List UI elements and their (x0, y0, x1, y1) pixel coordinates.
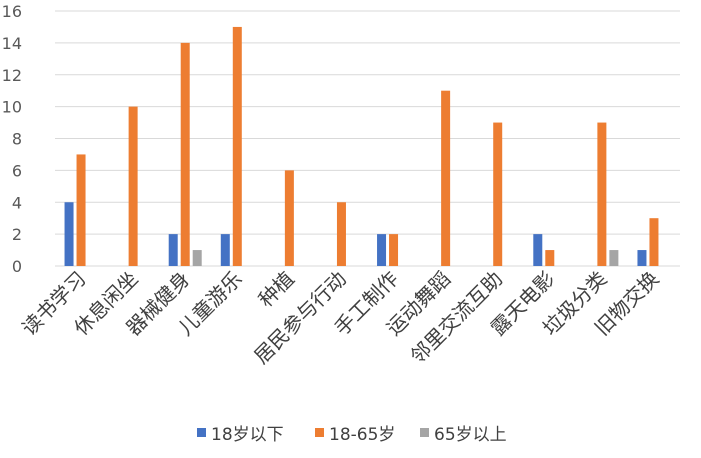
y-tick-label: 8 (12, 130, 22, 149)
bar-65岁以上-垃圾分类 (609, 250, 619, 266)
x-category-label: 种植 (254, 267, 299, 312)
y-tick-label: 0 (12, 257, 22, 276)
y-tick-label: 12 (2, 66, 22, 85)
bar-18-65岁-露天电影 (545, 250, 555, 266)
y-tick-label: 10 (2, 98, 22, 117)
y-tick-label: 4 (12, 193, 22, 212)
legend-label-0: 18岁以下 (211, 425, 284, 445)
bar-18岁以下-儿童游乐 (220, 234, 230, 266)
bar-18-65岁-休息闲坐 (128, 106, 138, 266)
bar-18-65岁-种植 (284, 170, 294, 266)
y-tick-label: 16 (2, 2, 22, 21)
bar-18-65岁-运动舞蹈 (441, 90, 451, 266)
legend: 18岁以下 18-65岁 65岁以上 (197, 425, 507, 445)
bar-18岁以下-手工制作 (377, 234, 387, 266)
legend-label-1: 18-65岁 (329, 425, 395, 445)
bar-18岁以下-旧物交换 (637, 250, 647, 266)
bar-65岁以上-器械健身 (192, 250, 202, 266)
bar-18岁以下-露天电影 (533, 234, 543, 266)
y-tick-label: 6 (12, 161, 22, 180)
y-tick-label: 2 (12, 225, 22, 244)
bar-18岁以下-器械健身 (168, 234, 178, 266)
y-axis-ticks: 0 2 4 6 8 10 12 14 16 (2, 2, 22, 276)
bar-18-65岁-邻里交流互助 (493, 122, 503, 266)
bar-18-65岁-垃圾分类 (597, 122, 607, 266)
bar-18-65岁-儿童游乐 (232, 26, 242, 266)
legend-swatch-0 (197, 428, 206, 437)
bar-18-65岁-手工制作 (389, 234, 399, 266)
legend-swatch-2 (420, 428, 429, 437)
legend-swatch-1 (315, 428, 324, 437)
gridlines (55, 10, 680, 267)
legend-label-2: 65岁以上 (434, 425, 507, 445)
bar-18-65岁-旧物交换 (649, 218, 659, 266)
bar-18-65岁-读书学习 (76, 154, 86, 266)
y-tick-label: 14 (2, 34, 22, 53)
bar-18岁以下-读书学习 (64, 202, 74, 266)
bar-18-65岁-器械健身 (180, 42, 190, 266)
bar-18-65岁-居民参与行动 (336, 202, 346, 266)
bars (64, 26, 659, 266)
